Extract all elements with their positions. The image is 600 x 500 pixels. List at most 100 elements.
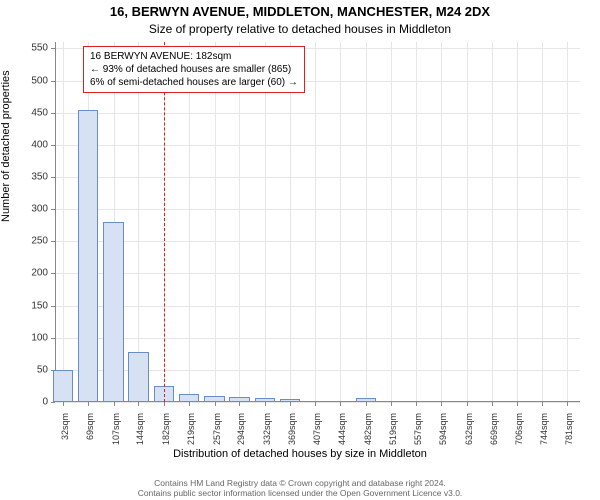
ytick-label: 300 <box>8 204 48 215</box>
gridline-v <box>416 42 417 402</box>
gridline-h <box>55 209 580 210</box>
xtick-mark <box>467 402 468 406</box>
xtick-label: 744sqm <box>539 413 549 463</box>
histogram-bar <box>229 397 249 402</box>
info-box-line: 16 BERWYN AVENUE: 182sqm <box>90 50 298 63</box>
gridline-h <box>55 241 580 242</box>
ytick-mark <box>51 402 55 403</box>
gridline-h <box>55 145 580 146</box>
xtick-label: 369sqm <box>287 413 297 463</box>
gridline-v <box>467 42 468 402</box>
xtick-label: 519sqm <box>388 413 398 463</box>
ytick-label: 500 <box>8 75 48 86</box>
ytick-label: 0 <box>8 397 48 408</box>
gridline-v <box>517 42 518 402</box>
xtick-mark <box>391 402 392 406</box>
gridline-h <box>55 113 580 114</box>
gridline-h <box>55 177 580 178</box>
info-box-line: ← 93% of detached houses are smaller (86… <box>90 63 298 76</box>
gridline-h <box>55 273 580 274</box>
gridline-v <box>290 42 291 402</box>
histogram-bar <box>78 110 98 403</box>
histogram-bar <box>356 398 376 402</box>
gridline-v <box>265 42 266 402</box>
gridline-v <box>391 42 392 402</box>
xtick-label: 182sqm <box>161 413 171 463</box>
gridline-v <box>239 42 240 402</box>
xtick-mark <box>366 402 367 406</box>
xtick-label: 781sqm <box>564 413 574 463</box>
histogram-bar <box>128 352 148 402</box>
ytick-label: 100 <box>8 332 48 343</box>
footer-line-2: Contains public sector information licen… <box>138 488 463 498</box>
gridline-h <box>55 306 580 307</box>
xtick-mark <box>340 402 341 406</box>
xtick-mark <box>239 402 240 406</box>
histogram-bar <box>255 398 275 402</box>
histogram-bar <box>53 370 73 402</box>
gridline-v <box>366 42 367 402</box>
gridline-v <box>492 42 493 402</box>
y-axis-line <box>55 42 56 402</box>
xtick-mark <box>315 402 316 406</box>
xtick-label: 482sqm <box>363 413 373 463</box>
histogram-bar <box>280 399 300 402</box>
chart-plot-area <box>55 42 580 402</box>
histogram-bar <box>179 394 199 402</box>
xtick-label: 219sqm <box>186 413 196 463</box>
gridline-v <box>542 42 543 402</box>
xtick-label: 557sqm <box>413 413 423 463</box>
ytick-label: 50 <box>8 364 48 375</box>
histogram-bar <box>103 222 123 402</box>
xtick-mark <box>138 402 139 406</box>
xtick-label: 594sqm <box>438 413 448 463</box>
xtick-mark <box>88 402 89 406</box>
info-box-line: 6% of semi-detached houses are larger (6… <box>90 76 298 89</box>
xtick-mark <box>215 402 216 406</box>
xtick-label: 632sqm <box>464 413 474 463</box>
xtick-mark <box>416 402 417 406</box>
xtick-mark <box>492 402 493 406</box>
xtick-label: 669sqm <box>489 413 499 463</box>
chart-title-address: 16, BERWYN AVENUE, MIDDLETON, MANCHESTER… <box>0 4 600 19</box>
chart-title-description: Size of property relative to detached ho… <box>0 22 600 36</box>
gridline-v <box>567 42 568 402</box>
histogram-bar <box>204 396 224 402</box>
info-box: 16 BERWYN AVENUE: 182sqm← 93% of detache… <box>83 46 305 93</box>
xtick-label: 706sqm <box>514 413 524 463</box>
gridline-v <box>441 42 442 402</box>
xtick-mark <box>542 402 543 406</box>
xtick-label: 407sqm <box>312 413 322 463</box>
gridline-h <box>55 402 580 403</box>
gridline-v <box>340 42 341 402</box>
xtick-mark <box>63 402 64 406</box>
xtick-mark <box>265 402 266 406</box>
ytick-label: 400 <box>8 139 48 150</box>
xtick-mark <box>189 402 190 406</box>
gridline-v <box>215 42 216 402</box>
ytick-label: 350 <box>8 172 48 183</box>
xtick-mark <box>517 402 518 406</box>
ytick-label: 200 <box>8 268 48 279</box>
xtick-mark <box>441 402 442 406</box>
chart-footer: Contains HM Land Registry data © Crown c… <box>0 478 600 498</box>
xtick-label: 444sqm <box>337 413 347 463</box>
xtick-label: 257sqm <box>212 413 222 463</box>
xtick-mark <box>164 402 165 406</box>
xtick-label: 294sqm <box>236 413 246 463</box>
xtick-label: 144sqm <box>135 413 145 463</box>
xtick-mark <box>567 402 568 406</box>
gridline-v <box>138 42 139 402</box>
gridline-v <box>189 42 190 402</box>
xtick-label: 32sqm <box>60 413 70 463</box>
ytick-label: 550 <box>8 43 48 54</box>
xtick-label: 332sqm <box>262 413 272 463</box>
footer-line-1: Contains HM Land Registry data © Crown c… <box>154 478 446 488</box>
xtick-label: 107sqm <box>111 413 121 463</box>
xtick-mark <box>290 402 291 406</box>
reference-line <box>164 42 165 402</box>
xtick-label: 69sqm <box>85 413 95 463</box>
xtick-mark <box>114 402 115 406</box>
gridline-v <box>315 42 316 402</box>
ytick-label: 250 <box>8 236 48 247</box>
